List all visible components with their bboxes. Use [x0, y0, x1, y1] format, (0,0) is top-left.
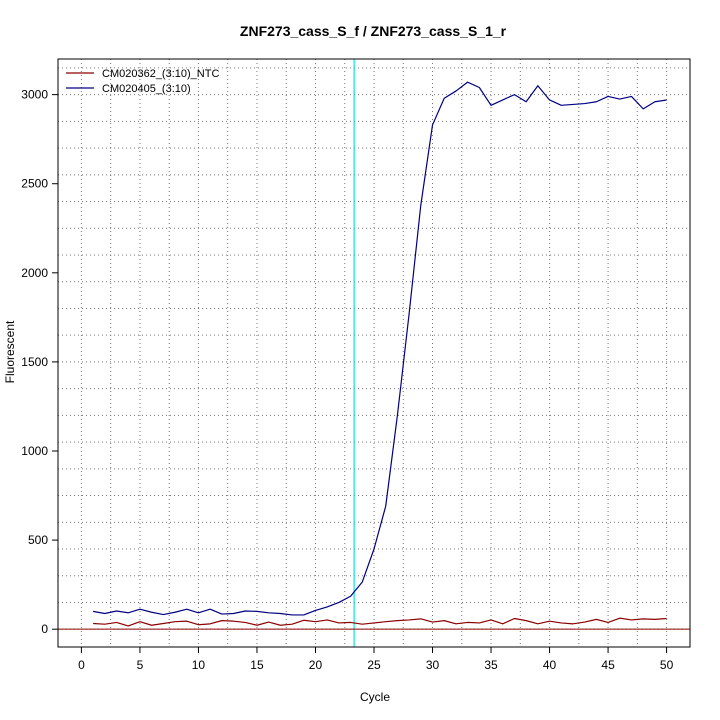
- y-tick-label: 3000: [21, 88, 48, 102]
- x-tick-label: 20: [309, 658, 323, 672]
- x-tick-label: 15: [250, 658, 264, 672]
- y-axis-label: Fluorescent: [3, 320, 17, 383]
- x-axis: 0 5 10 15 20 25 30 35 40 45 50: [78, 646, 674, 672]
- y-tick-label: 1000: [21, 444, 48, 458]
- x-tick-label: 35: [484, 658, 498, 672]
- y-tick-label: 2000: [21, 266, 48, 280]
- x-tick-label: 40: [543, 658, 557, 672]
- legend-label-1: CM020362_(3:10)_NTC: [102, 68, 219, 80]
- legend: CM020362_(3:10)_NTC CM020405_(3:10): [66, 68, 219, 95]
- x-tick-label: 5: [137, 658, 144, 672]
- x-tick-label: 45: [601, 658, 615, 672]
- y-tick-label: 1500: [21, 355, 48, 369]
- y-tick-label: 500: [28, 533, 48, 547]
- x-tick-label: 30: [426, 658, 440, 672]
- x-tick-label: 25: [367, 658, 381, 672]
- grid: [58, 59, 690, 647]
- y-axis: 0 500 1000 1500 2000 2500 3000: [21, 88, 59, 636]
- x-tick-label: 50: [660, 658, 674, 672]
- y-tick-label: 2500: [21, 177, 48, 191]
- series-line-1: [93, 617, 667, 627]
- y-tick-label: 0: [41, 622, 48, 636]
- series-lines: [93, 81, 667, 627]
- legend-label-2: CM020405_(3:10): [102, 83, 191, 95]
- x-tick-label: 10: [192, 658, 206, 672]
- x-tick-label: 0: [78, 658, 85, 672]
- chart-title: ZNF273_cass_S_f / ZNF273_cass_S_1_r: [240, 23, 507, 39]
- threshold: [58, 59, 690, 647]
- x-axis-label: Cycle: [360, 690, 390, 704]
- series-line-2: [93, 81, 667, 616]
